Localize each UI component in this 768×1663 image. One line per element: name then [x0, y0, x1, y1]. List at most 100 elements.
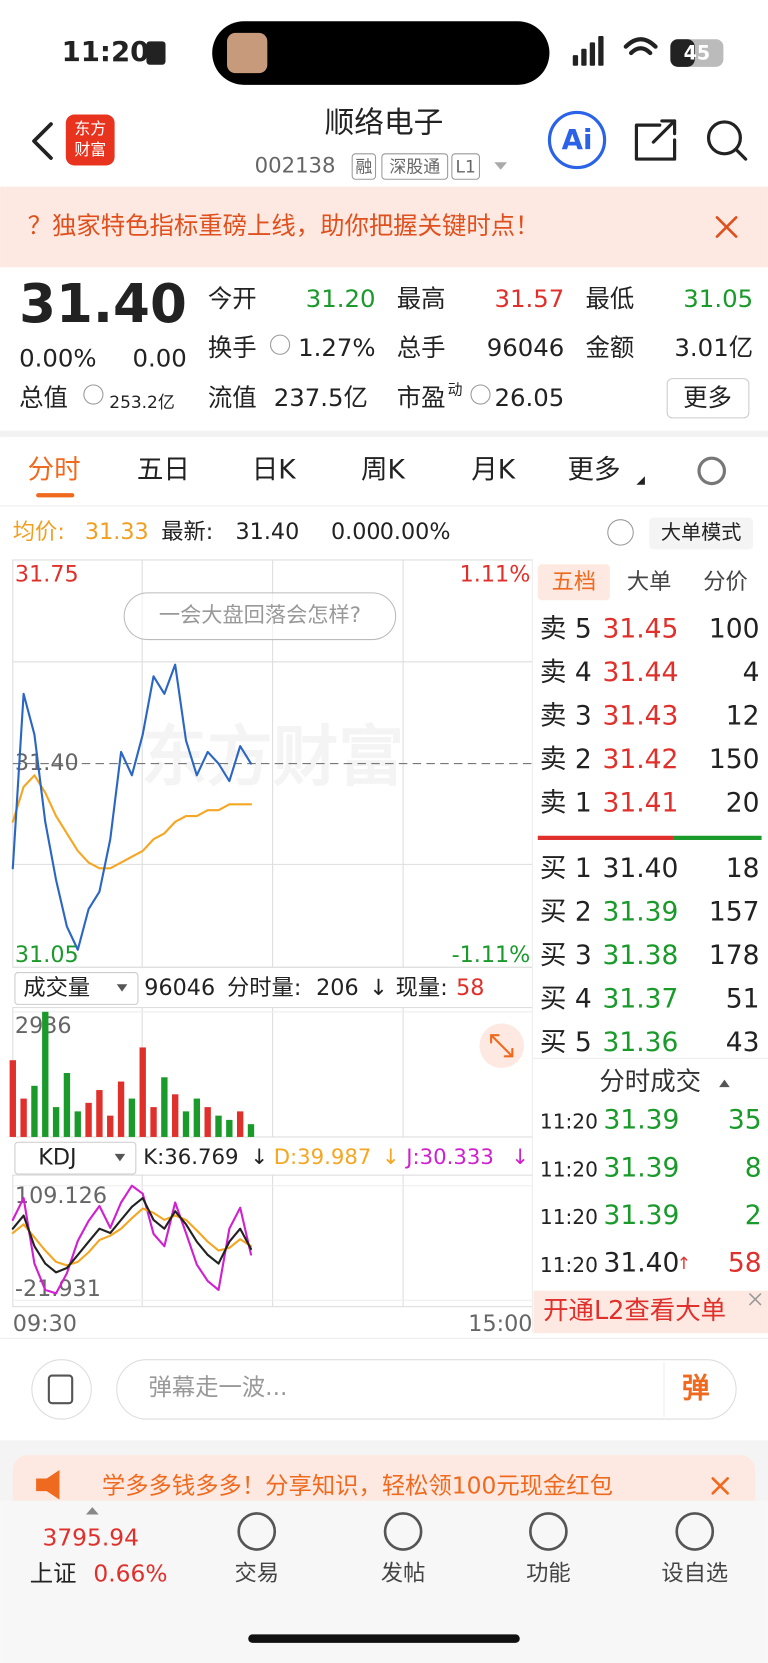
volume-total: 96046	[144, 975, 215, 1001]
ratio-red	[537, 835, 674, 840]
trade-time: 11:20	[540, 1110, 598, 1134]
x-tick-label: 09:30	[13, 1311, 77, 1337]
ai-button[interactable]	[547, 110, 607, 170]
volume-bar	[107, 1115, 114, 1137]
volume-bar	[42, 1011, 49, 1137]
book-price: 31.36	[602, 1027, 678, 1058]
stat-label: 最低	[586, 284, 635, 313]
tab[interactable]: 分时	[28, 454, 81, 485]
change: 0.00	[132, 344, 186, 373]
now-label: 现量:	[396, 975, 448, 1001]
mode-label[interactable]: 大单模式	[661, 520, 742, 544]
book-label: 卖 1	[540, 787, 592, 818]
arrow: ↓	[369, 975, 388, 1001]
book-price: 31.41	[602, 787, 678, 818]
battery-text: 45	[684, 42, 711, 65]
latest-change-pct: 0.00%	[380, 519, 451, 545]
book-price: 31.44	[602, 657, 678, 688]
l2-link[interactable]: 开通L2查看大单	[543, 1296, 726, 1326]
signal-bar	[598, 36, 604, 66]
book-price: 31.38	[602, 940, 678, 971]
tag-box	[381, 153, 449, 180]
change-pct: 0.00%	[19, 344, 96, 373]
signal-bar	[589, 42, 596, 66]
book-volume: 100	[709, 613, 760, 644]
danmaku-button[interactable]: 弹	[682, 1371, 710, 1404]
volume-bar	[128, 1098, 136, 1137]
ad-close	[711, 1477, 729, 1495]
book-tab[interactable]: 五档	[552, 569, 597, 595]
divider	[0, 430, 768, 437]
volume-bar	[182, 1111, 190, 1137]
stat-label: 最高	[397, 284, 446, 313]
tag-box	[351, 153, 377, 180]
notice-close	[715, 216, 738, 238]
notice-band	[0, 186, 768, 268]
volume-bar	[172, 1094, 179, 1137]
nav-icon	[675, 1512, 715, 1551]
trades-title: 分时成交	[599, 1067, 701, 1097]
stat-value: 237.5亿	[274, 383, 368, 412]
tab[interactable]: 更多	[567, 454, 620, 485]
ad-text[interactable]: 学多多钱多多！分享知识，轻松领100元现金红包	[102, 1471, 613, 1499]
comment-icon	[31, 1359, 92, 1420]
legend-label: J:30.333	[404, 1145, 494, 1170]
book-volume: 178	[709, 940, 760, 971]
stat-label: 今开	[208, 284, 257, 313]
settings-button[interactable]	[697, 456, 727, 486]
id-icon	[146, 41, 166, 65]
volume-bar	[161, 1077, 168, 1137]
tab[interactable]: 日K	[252, 454, 296, 485]
tab[interactable]: 五日	[137, 454, 190, 485]
stat-value: 31.05	[683, 284, 753, 313]
index-value[interactable]: 3795.94	[42, 1523, 138, 1551]
tab[interactable]: 月K	[471, 454, 516, 485]
stat-label: 总手	[397, 333, 446, 362]
book-label: 卖 5	[540, 613, 592, 644]
legend-label: D:39.987	[274, 1145, 372, 1170]
book-label: 买 1	[540, 853, 592, 884]
volume-selector[interactable]: 成交量	[23, 975, 90, 1001]
dynamic-island	[212, 21, 550, 85]
bubble-text[interactable]: 一会大盘回落会怎样?	[159, 603, 361, 628]
tab[interactable]: 周K	[361, 454, 406, 485]
last-price: 31.40	[19, 273, 187, 335]
stat-value: 3.01亿	[674, 333, 753, 362]
book-label: 卖 3	[540, 700, 592, 731]
book-tab[interactable]: 大单	[627, 569, 672, 595]
avg-value: 31.33	[85, 519, 149, 545]
tag: 深股通	[389, 157, 440, 177]
book-price: 31.42	[602, 744, 678, 775]
book-volume: 51	[726, 984, 760, 1015]
book-label: 买 2	[540, 897, 592, 928]
book-tab[interactable]: 分价	[703, 569, 748, 595]
stat-value: 1.27%	[298, 333, 375, 362]
book-label: 卖 2	[540, 744, 592, 775]
volume-bar	[236, 1111, 244, 1137]
selector-box	[14, 972, 139, 1005]
more-label[interactable]: 更多	[683, 383, 732, 412]
trade-price: 31.39	[604, 1105, 680, 1136]
stat-label: 流值	[208, 383, 257, 412]
stat-label: 总值	[19, 383, 68, 412]
nav-item[interactable]: 功能	[526, 1560, 571, 1586]
trade-volume: 2	[745, 1200, 762, 1231]
trade-price: 31.39	[604, 1200, 680, 1231]
nav-item[interactable]: 交易	[234, 1560, 279, 1586]
stat-value: 96046	[487, 333, 565, 362]
caret	[719, 1079, 730, 1088]
comment-placeholder[interactable]: 弹幕走一波...	[149, 1373, 288, 1401]
nav-icon	[529, 1512, 568, 1551]
clock: 11:20	[62, 35, 150, 68]
index-name: 上证	[30, 1559, 77, 1587]
nav-item[interactable]: 设自选	[661, 1560, 728, 1586]
nav-item[interactable]: 发帖	[381, 1560, 426, 1586]
share-button	[634, 119, 677, 161]
kdj-selector[interactable]: KDJ	[38, 1145, 76, 1171]
info-icon	[470, 384, 491, 405]
notice-text: ？独家特色指标重磅上线，助你把握关键时点！	[28, 211, 540, 240]
trade-price: 31.39	[604, 1152, 680, 1183]
search-button[interactable]	[706, 120, 742, 156]
book-price: 31.39	[602, 897, 678, 928]
